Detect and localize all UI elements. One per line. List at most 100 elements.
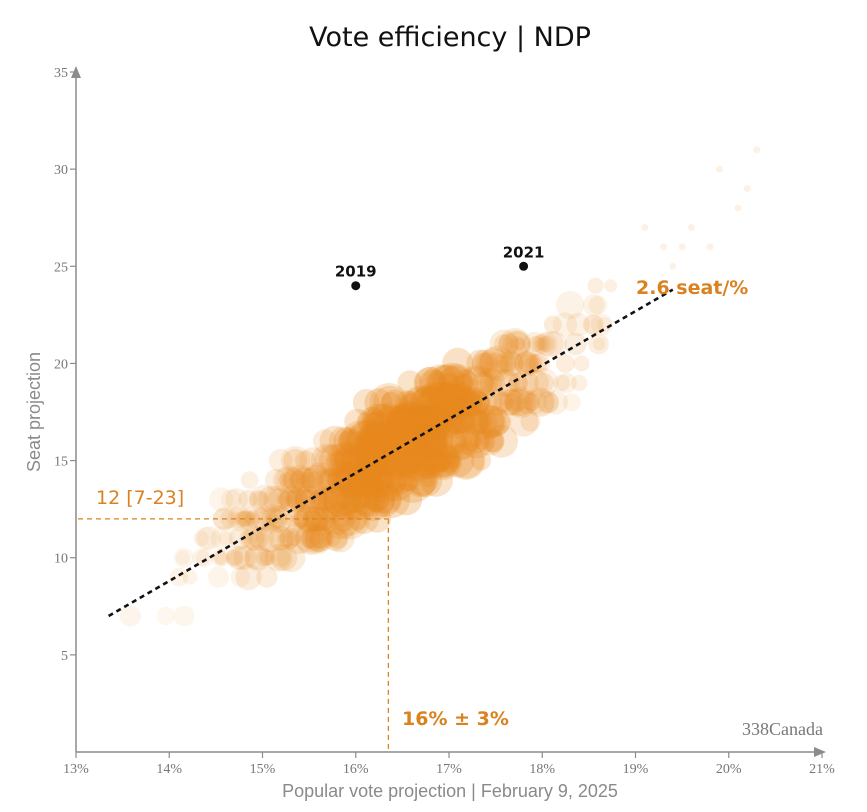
- simulation-bubble: [333, 451, 352, 470]
- simulation-bubble: [318, 469, 340, 491]
- simulation-bubble: [475, 426, 505, 456]
- simulation-bubble: [454, 374, 472, 392]
- simulation-bubble: [504, 393, 522, 411]
- simulation-bubble: [386, 404, 421, 440]
- simulation-bubble: [288, 471, 305, 489]
- simulation-bubble: [320, 489, 340, 510]
- simulation-bubble: [338, 429, 364, 454]
- simulation-bubble: [391, 423, 427, 459]
- y-tick-label: 10: [54, 552, 68, 567]
- simulation-bubble: [358, 448, 383, 473]
- simulation-bubble: [363, 465, 392, 495]
- simulation-bubble: [306, 471, 323, 489]
- simulation-bubble: [441, 393, 459, 411]
- x-tick-label: 14%: [156, 762, 182, 777]
- simulation-bubble: [350, 481, 386, 517]
- simulation-bubble: [309, 490, 328, 509]
- simulation-bubble: [259, 549, 276, 566]
- simulation-bubble: [458, 364, 495, 401]
- simulation-bubble: [361, 403, 399, 441]
- simulation-bubble: [397, 370, 423, 396]
- simulation-bubble: [734, 204, 742, 212]
- simulation-bubble: [277, 491, 293, 507]
- simulation-bubble: [240, 471, 259, 489]
- simulation-bubble: [418, 383, 456, 422]
- simulation-bubble: [384, 467, 410, 493]
- simulation-bubble: [514, 351, 538, 375]
- simulation-bubble: [345, 462, 381, 498]
- simulation-bubble: [394, 409, 419, 435]
- simulation-bubble: [268, 448, 293, 473]
- simulation-bubble: [356, 412, 376, 432]
- simulation-bubble: [397, 446, 426, 475]
- simulation-bubble: [395, 448, 419, 473]
- simulation-bubble: [388, 445, 420, 476]
- simulation-bubble: [378, 405, 412, 439]
- simulation-bubble: [252, 506, 278, 532]
- simulation-bubble: [528, 335, 545, 353]
- simulation-bubble: [439, 388, 467, 416]
- x-tick-label: 15%: [250, 762, 276, 777]
- simulation-bubble: [209, 487, 234, 512]
- simulation-bubble: [528, 367, 559, 398]
- simulation-bubble: [301, 527, 324, 550]
- simulation-bubble: [276, 543, 306, 573]
- simulation-bubble: [193, 530, 209, 546]
- simulation-bubble: [412, 445, 442, 476]
- simulation-bubble: [355, 461, 392, 499]
- simulation-bubble: [410, 388, 439, 417]
- simulation-bubble: [283, 448, 307, 473]
- simulation-bubble: [753, 146, 761, 154]
- simulation-bubble: [404, 413, 422, 431]
- simulation-bubble: [469, 434, 482, 448]
- simulation-bubble: [281, 471, 300, 489]
- simulation-bubble: [448, 392, 469, 413]
- simulation-bubble: [513, 370, 539, 396]
- simulation-bubble: [195, 548, 214, 567]
- simulation-bubble: [349, 467, 374, 493]
- simulation-bubble: [475, 352, 498, 375]
- simulation-bubble: [390, 483, 423, 516]
- simulation-bubble: [432, 362, 473, 403]
- y-tick-label: 15: [54, 455, 68, 470]
- simulation-bubble: [420, 446, 450, 476]
- simulation-bubble: [454, 373, 474, 393]
- simulation-bubble: [396, 409, 421, 434]
- simulation-bubble: [292, 510, 310, 528]
- simulation-bubble: [410, 410, 433, 434]
- simulation-bubble: [393, 410, 417, 434]
- simulation-bubble: [235, 564, 262, 591]
- simulation-bubble: [489, 368, 518, 398]
- simulation-bubble: [442, 410, 467, 434]
- simulation-bubble: [314, 445, 346, 477]
- simulation-bubble: [403, 422, 442, 460]
- simulation-bubble: [429, 384, 465, 420]
- simulation-bubble: [505, 355, 521, 371]
- simulation-bubble: [294, 489, 316, 510]
- simulation-bubble: [402, 422, 440, 460]
- simulation-bubble: [334, 443, 369, 478]
- simulation-bubble: [537, 391, 559, 413]
- simulation-bubble: [239, 511, 256, 527]
- simulation-bubble: [358, 432, 377, 450]
- simulation-bubble: [479, 429, 504, 453]
- simulation-bubble: [400, 393, 419, 412]
- simulation-bubble: [508, 406, 539, 437]
- x-tick-label: 21%: [809, 762, 835, 777]
- y-tick-label: 25: [54, 260, 68, 275]
- simulation-bubble: [382, 450, 403, 471]
- simulation-bubble: [328, 449, 351, 472]
- y-ticks: 5 10 15 20 25 30 35: [54, 66, 76, 664]
- simulation-bubble: [279, 466, 306, 494]
- simulation-bubble: [277, 527, 300, 550]
- simulation-bubble: [409, 385, 444, 420]
- simulation-bubble: [344, 408, 371, 435]
- simulation-bubble: [592, 337, 606, 351]
- simulation-bubble: [376, 430, 399, 453]
- simulation-bubble: [308, 488, 331, 511]
- simulation-bubble: [395, 450, 415, 471]
- simulation-bubble: [378, 431, 399, 452]
- simulation-bubble: [369, 461, 407, 499]
- simulation-bubble: [497, 333, 520, 355]
- simulation-bubble: [285, 487, 309, 511]
